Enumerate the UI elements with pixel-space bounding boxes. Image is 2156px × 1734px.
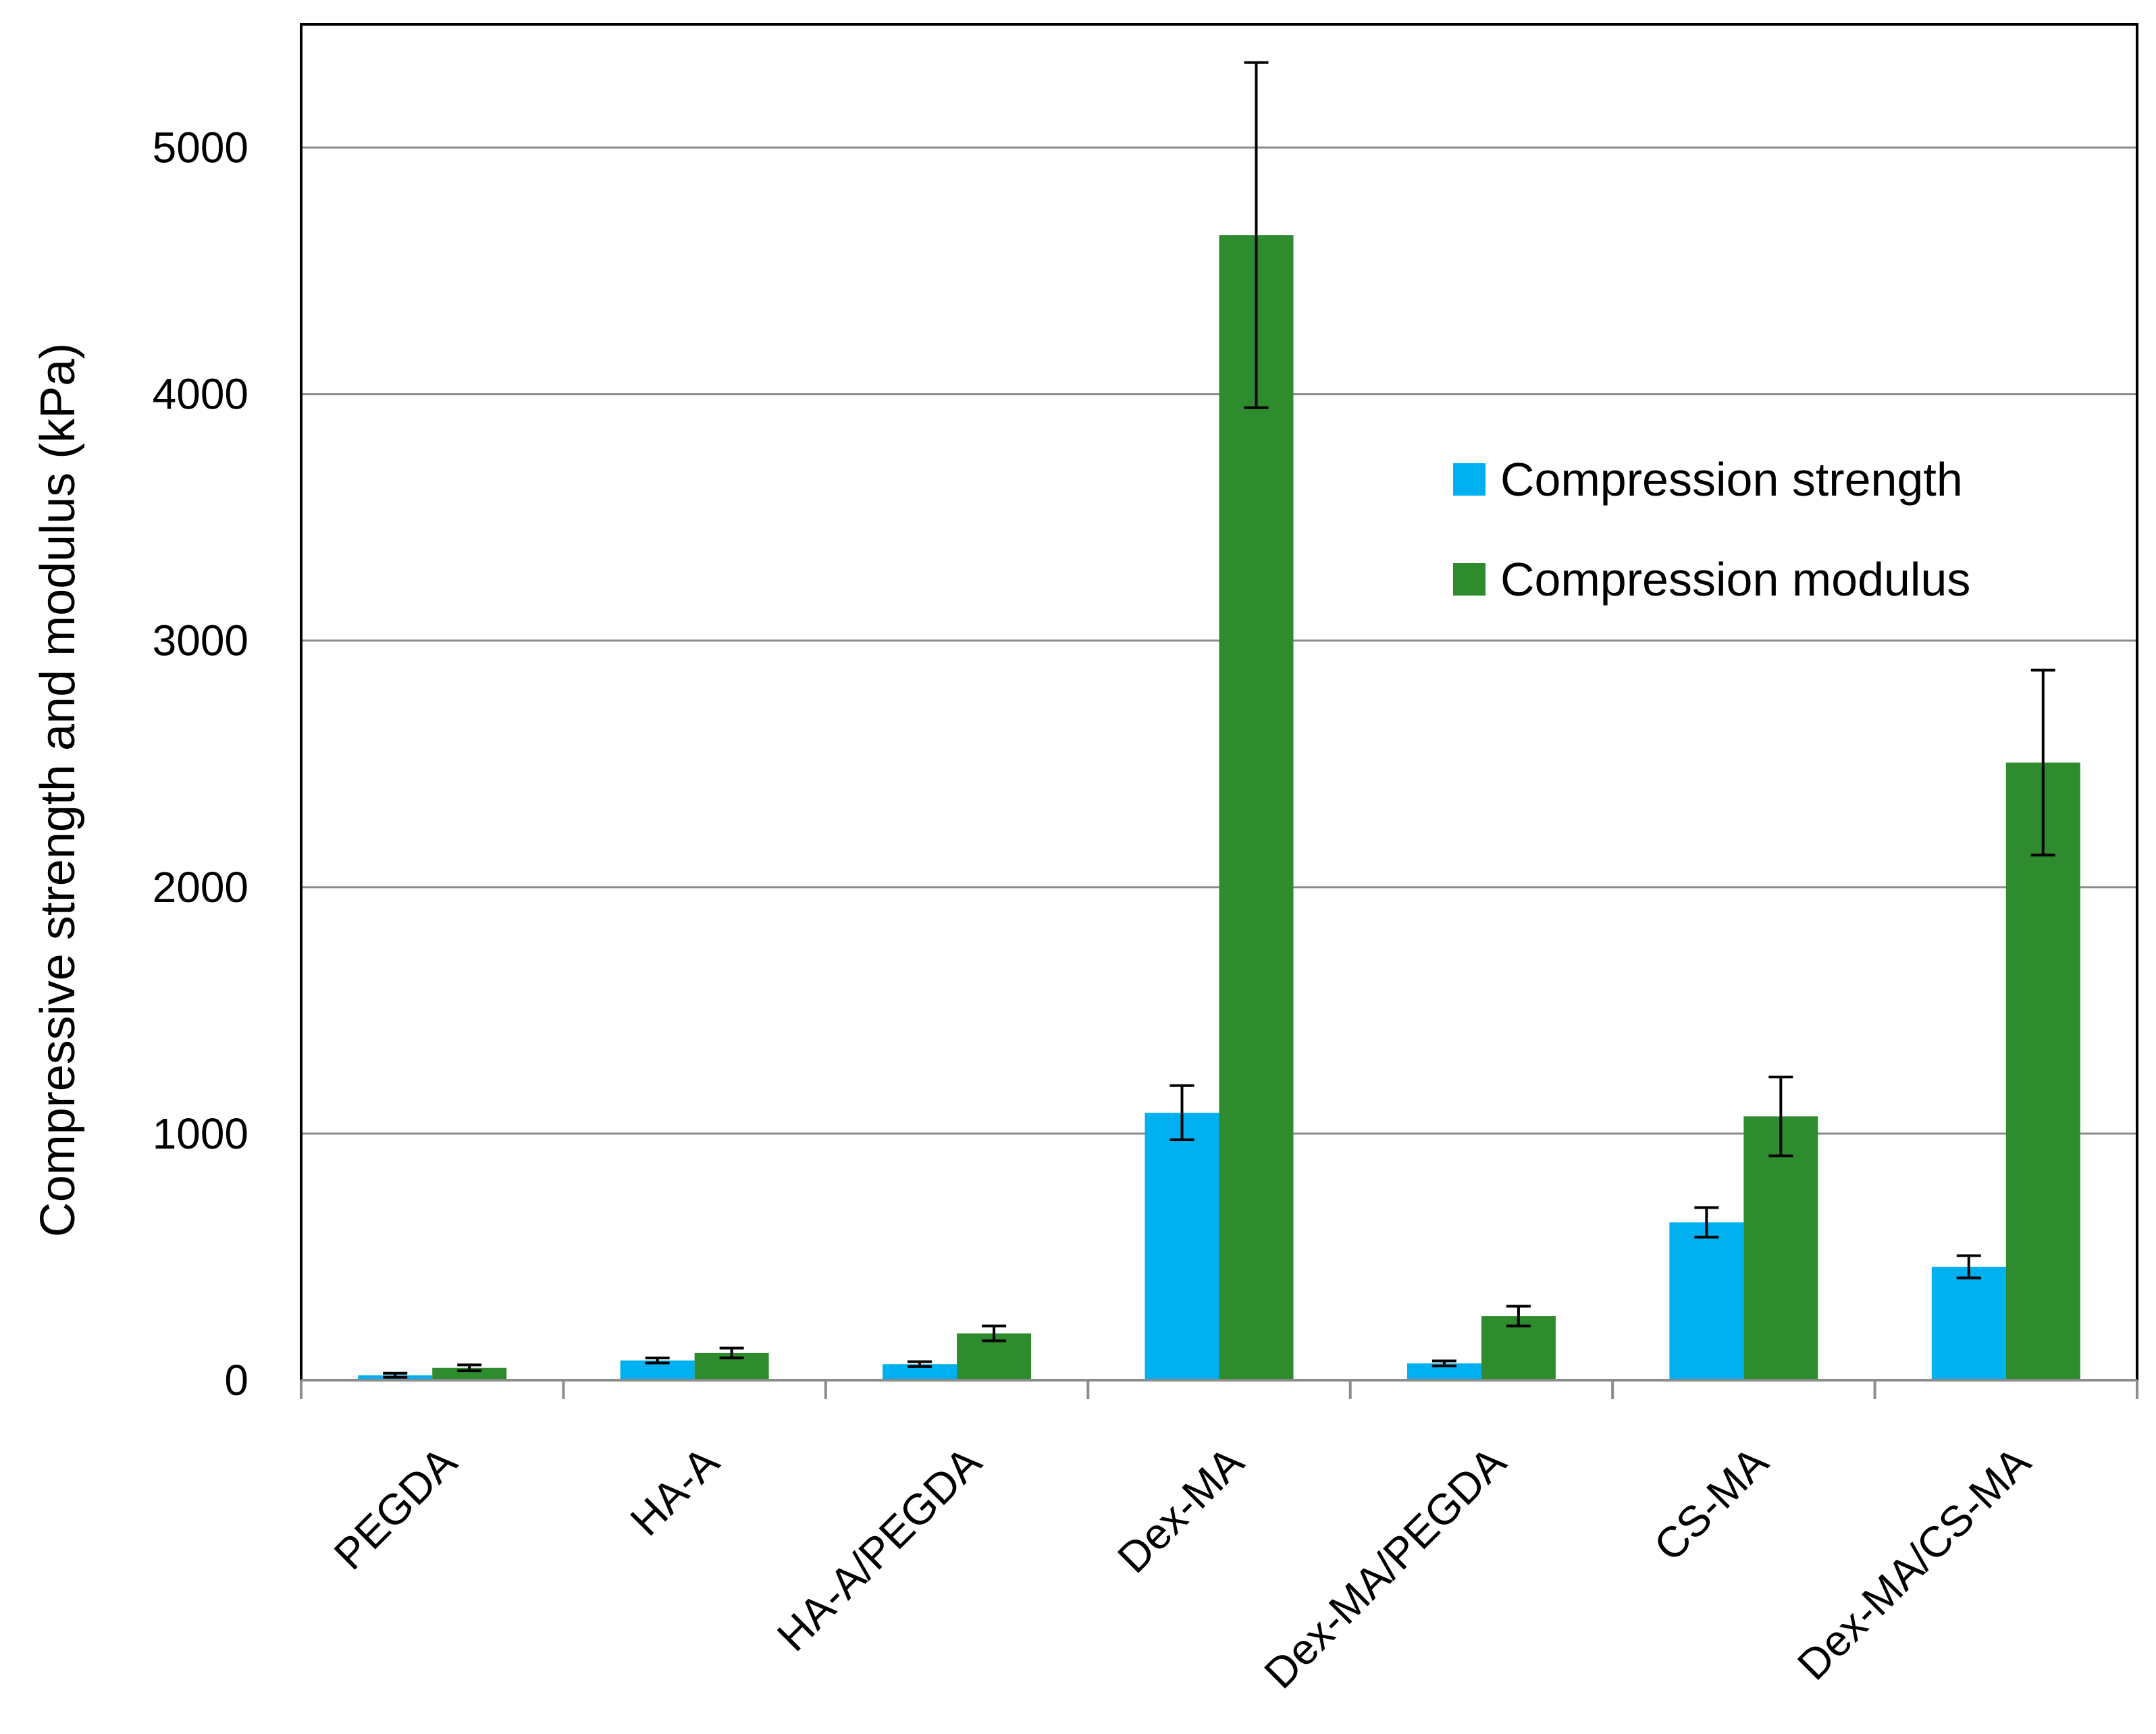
bar-strength-Dex-MA/CS-MA bbox=[1931, 1267, 2006, 1380]
bar-strength-Dex-MA bbox=[1145, 1112, 1219, 1380]
legend-label: Compression strength bbox=[1500, 453, 1963, 506]
bars bbox=[358, 235, 2080, 1381]
y-tick-labels: 0 1000 2000 3000 4000 5000 bbox=[153, 124, 248, 1404]
y-axis-title: Compressive strength and modulus (kPa) bbox=[31, 343, 85, 1238]
y-tick-label: 1000 bbox=[153, 1109, 248, 1158]
legend-swatch bbox=[1453, 563, 1485, 596]
legend: Compression strength Compression modulus bbox=[1453, 453, 1970, 606]
error-bar-modulus-Dex-MA/CS-MA bbox=[2030, 668, 2055, 857]
error-bar-modulus-Dex-MA bbox=[1244, 61, 1269, 409]
bar-modulus-CS-MA bbox=[1743, 1116, 1818, 1380]
y-tick-label: 3000 bbox=[153, 616, 248, 665]
legend-label: Compression modulus bbox=[1500, 553, 1970, 606]
bar-modulus-PEGDA bbox=[432, 1367, 507, 1380]
axes bbox=[300, 23, 2138, 1399]
error-bar-modulus-HA-A bbox=[719, 1346, 744, 1360]
y-tick-label: 5000 bbox=[153, 124, 248, 172]
bar-modulus-Dex-MA bbox=[1219, 235, 1294, 1381]
bar-strength-CS-MA bbox=[1669, 1222, 1744, 1380]
error-bar-strength-HA-A bbox=[645, 1357, 670, 1365]
error-bar-modulus-PEGDA bbox=[457, 1363, 482, 1373]
legend-item-strength: Compression strength bbox=[1453, 453, 1963, 506]
error-bar-strength-HA-A/PEGDA bbox=[908, 1360, 932, 1368]
y-tick-label: 4000 bbox=[153, 370, 248, 419]
error-bar-modulus-HA-A/PEGDA bbox=[982, 1324, 1007, 1342]
legend-swatch bbox=[1453, 463, 1485, 496]
error-bar-strength-CS-MA bbox=[1694, 1206, 1719, 1239]
legend-item-modulus: Compression modulus bbox=[1453, 553, 1970, 606]
error-bar-strength-Dex-MA bbox=[1169, 1084, 1194, 1142]
error-bar-strength-Dex-MA/PEGDA bbox=[1431, 1359, 1456, 1367]
bar-modulus-Dex-MA/CS-MA bbox=[2005, 762, 2080, 1380]
y-tick-label: 0 bbox=[224, 1356, 248, 1404]
bar-strength-HA-A/PEGDA bbox=[883, 1364, 957, 1380]
error-bar-strength-PEGDA bbox=[383, 1371, 408, 1379]
error-bar-strength-Dex-MA/CS-MA bbox=[1956, 1254, 1981, 1280]
y-tick-label: 2000 bbox=[153, 863, 248, 912]
error-bar-modulus-CS-MA bbox=[1768, 1075, 1793, 1157]
error-bars bbox=[383, 61, 2055, 1379]
error-bar-modulus-Dex-MA/PEGDA bbox=[1506, 1305, 1531, 1328]
